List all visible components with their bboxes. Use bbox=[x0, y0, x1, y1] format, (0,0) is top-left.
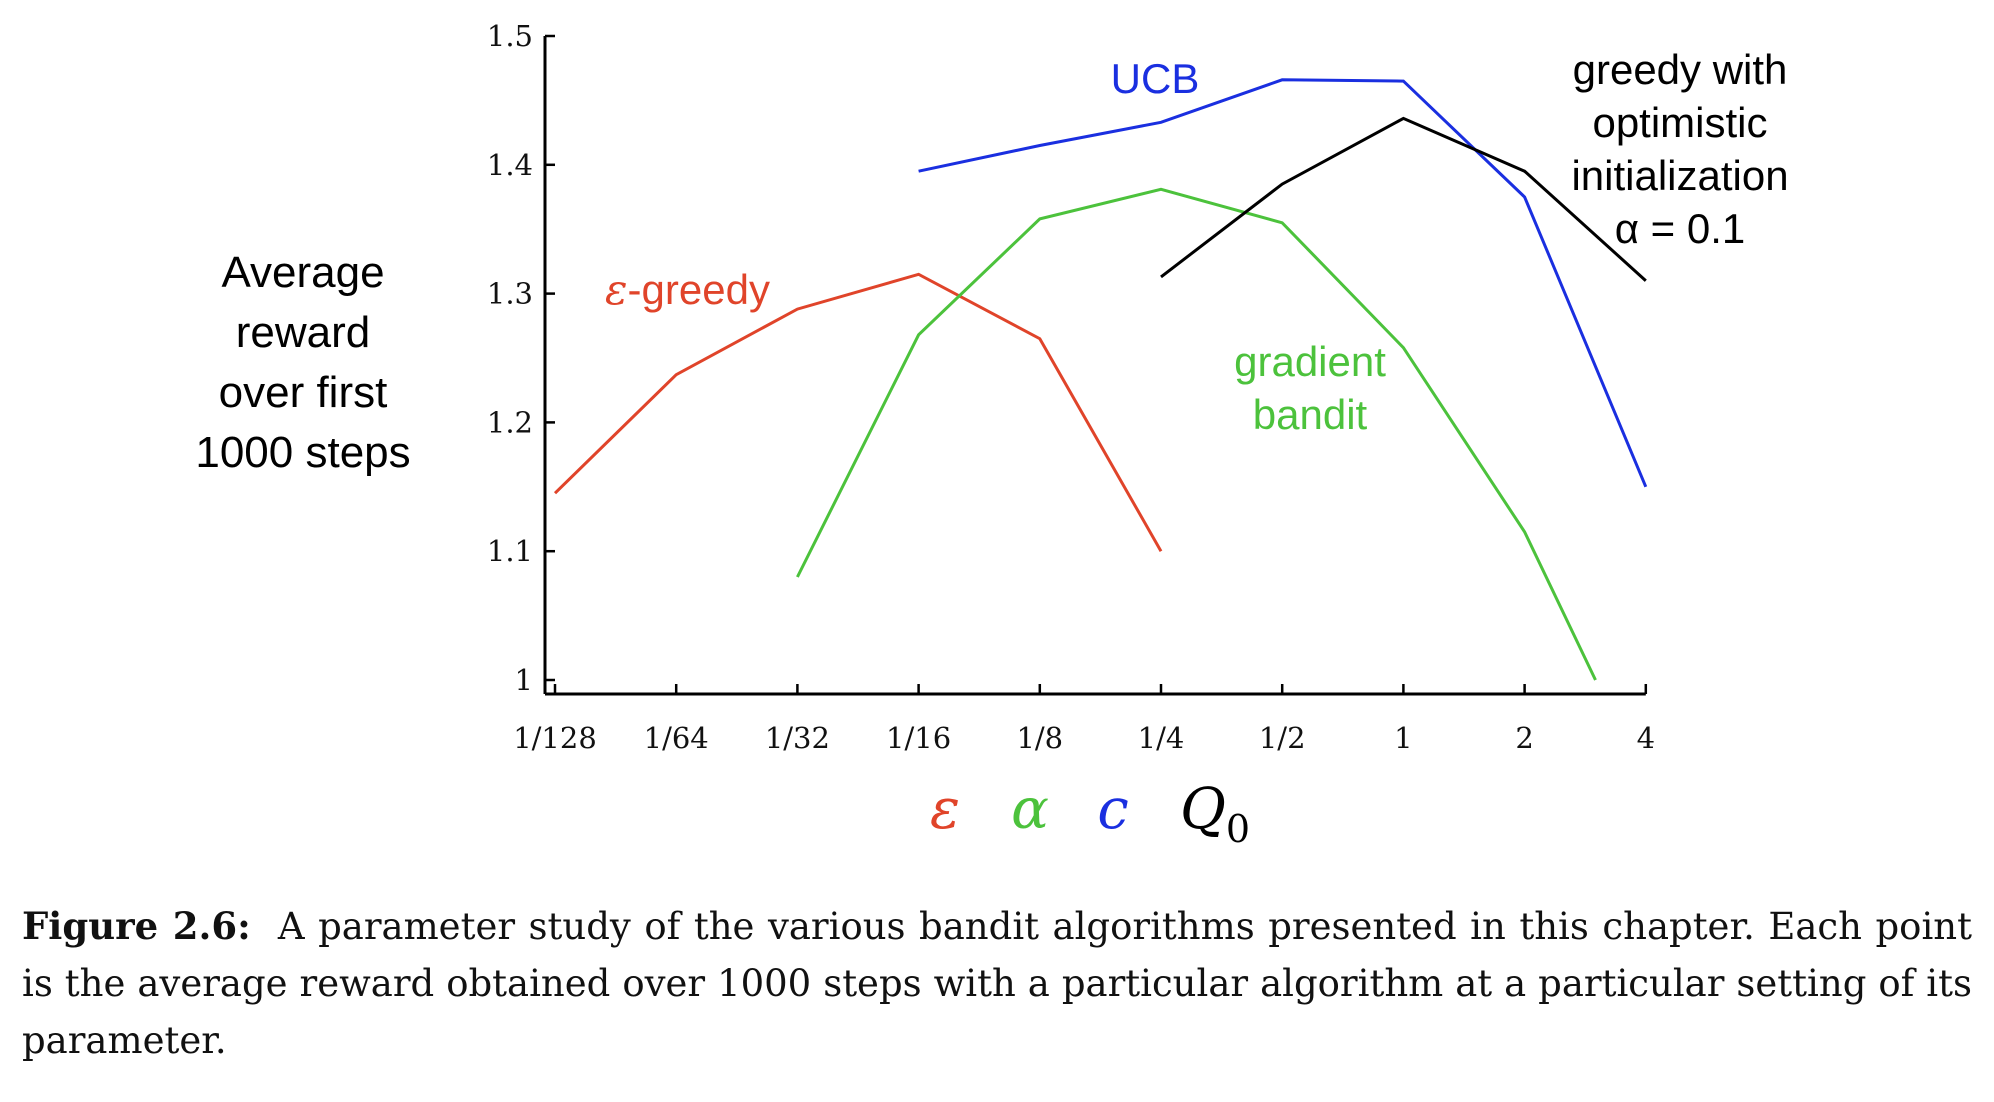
optimistic-greedy-label-line: optimistic bbox=[1592, 99, 1767, 146]
parameter-symbol-label: Q0 bbox=[1180, 777, 1250, 851]
y-axis-label-line: 1000 steps bbox=[195, 428, 410, 477]
x-tick-label: 1/4 bbox=[1138, 721, 1185, 755]
parameter-symbol-label: α bbox=[1011, 777, 1049, 842]
optimistic-greedy-label-line: greedy with bbox=[1573, 46, 1788, 93]
parameter-symbol: Q bbox=[1180, 777, 1226, 842]
gradient-bandit-label-line: bandit bbox=[1253, 391, 1368, 438]
y-tick-label: 1.1 bbox=[487, 534, 533, 568]
gradient-bandit-label-line: gradient bbox=[1234, 338, 1386, 385]
epsilon-greedy-label: ε-greedy bbox=[605, 265, 770, 314]
y-axis-label-line: reward bbox=[236, 308, 371, 357]
series-line-3 bbox=[1160, 116, 1647, 282]
figure-caption: Figure 2.6: A parameter study of the var… bbox=[22, 898, 1972, 1069]
caption-text: A parameter study of the various bandit … bbox=[22, 905, 1972, 1062]
x-tick-label: 1/2 bbox=[1259, 721, 1306, 755]
optimistic-greedy-label-line: initialization bbox=[1571, 152, 1788, 199]
epsilon-symbol: ε bbox=[605, 265, 628, 314]
x-tick-label: 1 bbox=[1394, 721, 1412, 755]
x-tick-label: 1/32 bbox=[765, 721, 830, 755]
x-tick-label: 1/8 bbox=[1016, 721, 1063, 755]
series-lines bbox=[553, 78, 1648, 681]
y-axis-label-line: Average bbox=[221, 248, 384, 297]
y-tick-label: 1.3 bbox=[487, 277, 533, 311]
y-axis-label-line: over first bbox=[219, 368, 388, 417]
optimistic-greedy-label-line: α = 0.1 bbox=[1615, 205, 1746, 252]
parameter-symbol: ε bbox=[930, 777, 960, 842]
parameter-symbol: c bbox=[1097, 777, 1128, 842]
x-tick-label: 4 bbox=[1637, 721, 1655, 755]
y-tick-label: 1.5 bbox=[487, 19, 533, 53]
x-tick-label: 1/64 bbox=[644, 721, 709, 755]
parameter-symbol: α bbox=[1011, 777, 1049, 842]
y-tick-label: 1 bbox=[515, 663, 533, 697]
x-tick-label: 1/16 bbox=[886, 721, 951, 755]
parameter-subscript: 0 bbox=[1226, 807, 1250, 851]
epsilon-greedy-text: -greedy bbox=[628, 266, 770, 313]
caption-label: Figure 2.6: bbox=[22, 904, 251, 948]
parameter-study-chart: 1 1.1 1.2 1.3 1.4 1.5 1/128 1/64 1/32 1/16 1/8 1/4 1… bbox=[195, 19, 1788, 851]
ucb-label: UCB bbox=[1111, 55, 1200, 102]
axes bbox=[543, 36, 1646, 696]
ticks: 1 1.1 1.2 1.3 1.4 1.5 1/128 1/64 1/32 1/16 1/8 1/4 1… bbox=[487, 19, 1655, 755]
parameter-symbol-label: c bbox=[1097, 777, 1128, 842]
parameter-symbol-label: ε bbox=[930, 777, 960, 842]
x-tick-label: 2 bbox=[1515, 721, 1533, 755]
y-tick-label: 1.4 bbox=[487, 148, 533, 182]
series-line-1 bbox=[796, 187, 1597, 681]
series-line-2 bbox=[918, 78, 1648, 488]
series-line-0 bbox=[553, 272, 1163, 552]
y-tick-label: 1.2 bbox=[487, 405, 533, 439]
x-tick-label: 1/128 bbox=[513, 721, 597, 755]
